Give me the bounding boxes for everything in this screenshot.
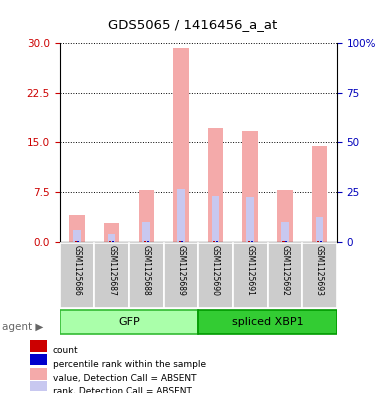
Bar bbox=[147, 241, 149, 242]
Bar bbox=[216, 241, 218, 242]
Bar bbox=[268, 244, 302, 307]
Text: GSM1125691: GSM1125691 bbox=[246, 245, 255, 296]
Bar bbox=[243, 130, 258, 242]
Bar bbox=[317, 241, 319, 242]
Bar bbox=[198, 244, 233, 307]
Bar bbox=[248, 241, 250, 242]
Bar bbox=[30, 354, 47, 365]
Text: GSM1125692: GSM1125692 bbox=[280, 245, 290, 296]
Bar bbox=[142, 222, 150, 242]
Bar bbox=[173, 48, 189, 242]
Bar bbox=[30, 368, 47, 380]
Text: GSM1125689: GSM1125689 bbox=[176, 245, 186, 296]
Bar bbox=[139, 190, 154, 242]
Bar bbox=[69, 215, 85, 242]
Text: GSM1125693: GSM1125693 bbox=[315, 245, 324, 296]
Bar bbox=[112, 241, 114, 242]
Bar bbox=[213, 241, 215, 242]
Bar bbox=[208, 128, 223, 242]
Bar bbox=[281, 222, 289, 242]
Text: percentile rank within the sample: percentile rank within the sample bbox=[53, 360, 206, 369]
Bar bbox=[73, 230, 81, 242]
Text: GDS5065 / 1416456_a_at: GDS5065 / 1416456_a_at bbox=[108, 18, 277, 31]
Text: value, Detection Call = ABSENT: value, Detection Call = ABSENT bbox=[53, 374, 196, 383]
Bar bbox=[316, 217, 323, 242]
Bar bbox=[108, 234, 116, 242]
Bar bbox=[144, 241, 146, 242]
Bar bbox=[177, 189, 185, 242]
Bar bbox=[77, 241, 79, 242]
Bar bbox=[320, 241, 322, 242]
Bar bbox=[198, 310, 337, 334]
Text: spliced XBP1: spliced XBP1 bbox=[232, 316, 303, 327]
Text: count: count bbox=[53, 346, 79, 355]
Bar bbox=[129, 244, 164, 307]
Bar bbox=[212, 196, 219, 242]
Bar bbox=[30, 340, 47, 352]
Bar bbox=[104, 223, 119, 242]
Bar bbox=[285, 241, 287, 242]
Text: agent ▶: agent ▶ bbox=[2, 322, 43, 332]
Text: rank, Detection Call = ABSENT: rank, Detection Call = ABSENT bbox=[53, 387, 192, 393]
Bar bbox=[251, 241, 253, 242]
Text: GSM1125687: GSM1125687 bbox=[107, 245, 116, 296]
Bar bbox=[233, 244, 268, 307]
Bar bbox=[246, 197, 254, 242]
Bar bbox=[109, 241, 111, 242]
Bar bbox=[30, 381, 47, 393]
Bar bbox=[181, 241, 183, 242]
Bar bbox=[312, 146, 327, 242]
Bar bbox=[75, 241, 77, 242]
Bar bbox=[94, 244, 129, 307]
Bar bbox=[179, 241, 181, 242]
Text: GSM1125690: GSM1125690 bbox=[211, 245, 220, 296]
Bar bbox=[302, 244, 337, 307]
Bar bbox=[60, 244, 94, 307]
Bar bbox=[283, 241, 285, 242]
Bar bbox=[60, 310, 198, 334]
Text: GSM1125688: GSM1125688 bbox=[142, 245, 151, 296]
Bar bbox=[164, 244, 198, 307]
Text: GFP: GFP bbox=[118, 316, 140, 327]
Text: GSM1125686: GSM1125686 bbox=[72, 245, 82, 296]
Bar bbox=[277, 190, 293, 242]
